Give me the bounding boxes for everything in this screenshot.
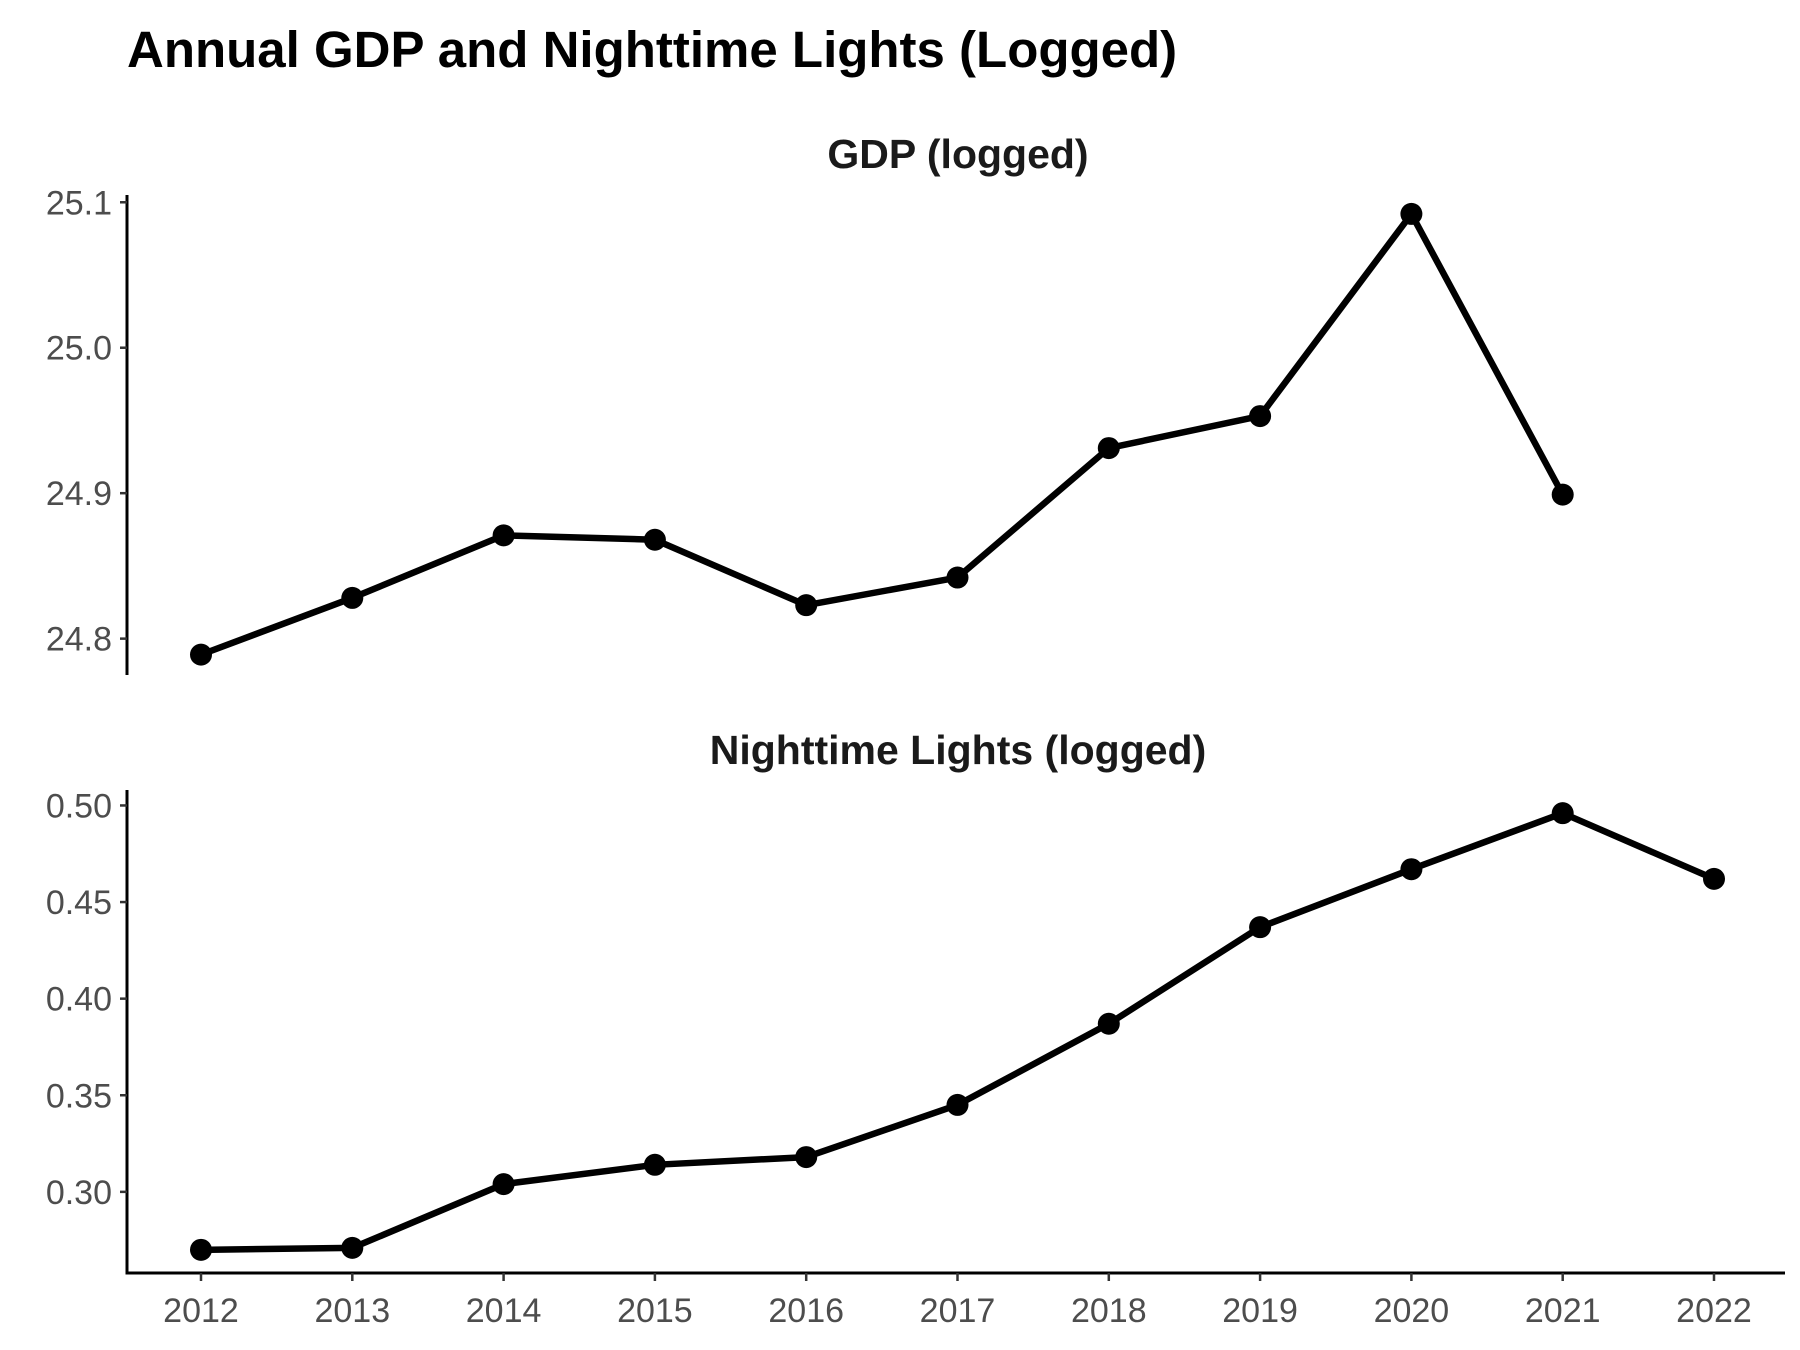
lights-data-point (1703, 867, 1725, 890)
x-tick-label: 2021 (1525, 1292, 1601, 1330)
x-tick-label: 2020 (1374, 1292, 1450, 1330)
lights-series-line (197, 809, 1718, 1254)
x-tick-label: 2019 (1222, 1292, 1298, 1330)
gdp-data-point (492, 524, 515, 547)
gdp-data-point (946, 566, 969, 589)
lights-y-tick-label: 0.40 (46, 981, 112, 1019)
gdp-data-point (795, 594, 818, 617)
lights-data-point (946, 1093, 969, 1116)
gdp-data-point (1249, 405, 1272, 428)
gdp-data-point (1551, 483, 1574, 506)
x-tick-label: 2018 (1071, 1292, 1147, 1330)
lights-y-tick-label: 0.50 (46, 787, 112, 825)
lights-data-point (492, 1173, 515, 1196)
gdp-data-point (1400, 202, 1423, 225)
lights-y-tick-label: 0.35 (46, 1077, 112, 1115)
figure-title: Annual GDP and Nighttime Lights (Logged) (127, 21, 1177, 78)
x-tick-label: 2014 (466, 1292, 542, 1330)
gdp-data-point (341, 586, 364, 609)
lights-panel-title: Nighttime Lights (logged) (710, 727, 1206, 773)
gdp-y-tick-label: 24.8 (46, 621, 112, 659)
gdp-panel-title: GDP (logged) (827, 131, 1088, 177)
x-tick-label: 2016 (768, 1292, 844, 1330)
x-tick-label: 2017 (920, 1292, 996, 1330)
lights-y-tick-label: 0.45 (46, 884, 112, 922)
lights-data-point (1551, 802, 1574, 825)
lights-data-point (190, 1238, 212, 1261)
lights-data-point (795, 1146, 818, 1169)
gdp-data-point (1097, 437, 1120, 460)
gdp-y-tick-label: 25.0 (46, 330, 112, 368)
x-tick-label: 2015 (617, 1292, 693, 1330)
gdp-data-point (643, 528, 666, 551)
panel-lights: Nighttime Lights (logged) 0.30 0.35 0.40 0.… (46, 727, 1785, 1330)
x-tick-label: 2022 (1676, 1292, 1752, 1330)
lights-data-point (1097, 1012, 1120, 1035)
lights-y-tick-label: 0.30 (46, 1174, 112, 1212)
gdp-y-tick-label: 24.9 (46, 475, 112, 513)
x-tick-label: 2012 (163, 1292, 239, 1330)
gdp-data-point (190, 643, 212, 666)
gdp-y-tick-label: 25.1 (46, 184, 112, 222)
panel-gdp: GDP (logged) 24.8 24.9 25.0 25.1 (46, 131, 1574, 675)
gdp-series-line (197, 210, 1566, 658)
lights-data-point (1249, 916, 1272, 939)
lights-data-point (643, 1153, 666, 1176)
lights-data-point (1400, 858, 1423, 881)
x-tick-label: 2013 (314, 1292, 390, 1330)
lights-data-point (341, 1236, 364, 1259)
